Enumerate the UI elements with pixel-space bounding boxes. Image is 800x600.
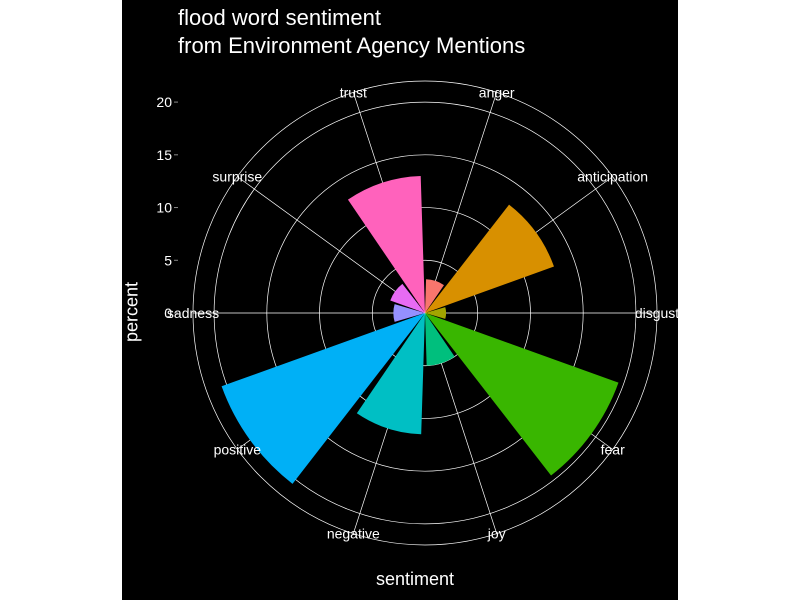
y-tick-label: 0	[164, 305, 172, 321]
grid-spoke	[237, 176, 426, 314]
category-label: joy	[487, 526, 506, 542]
bar-anticipation	[425, 204, 554, 313]
category-label: sadness	[167, 305, 219, 321]
bar-layer	[221, 175, 619, 484]
category-label: anger	[479, 84, 515, 100]
chart-title: flood word sentiment	[178, 5, 381, 30]
category-label: fear	[601, 441, 625, 457]
y-tick-label: 5	[164, 252, 172, 268]
category-label: disgust	[635, 305, 679, 321]
y-tick-label: 10	[156, 200, 172, 216]
grid-spoke	[424, 92, 498, 314]
bar-surprise	[390, 283, 425, 313]
category-label: anticipation	[577, 169, 648, 185]
bar-disgust	[425, 307, 447, 319]
category-label: negative	[327, 526, 380, 542]
bar-trust	[347, 175, 425, 313]
bar-anger	[425, 279, 444, 313]
bar-fear	[425, 313, 619, 476]
bar-negative	[356, 313, 425, 435]
bar-joy	[425, 313, 455, 366]
category-label: surprise	[212, 169, 262, 185]
x-axis-label: sentiment	[375, 569, 455, 589]
category-label: positive	[214, 441, 262, 457]
category-label: trust	[340, 84, 367, 100]
bar-positive	[221, 313, 425, 484]
label-layer: anger anticipation disgust fear joy negative p…	[156, 84, 679, 541]
y-axis-label: percent	[121, 281, 142, 343]
bar-sadness	[393, 304, 425, 322]
chart-subtitle: from Environment Agency Mentions	[178, 33, 526, 58]
y-tick-label: 20	[156, 94, 172, 110]
y-tick-label: 15	[156, 147, 172, 163]
